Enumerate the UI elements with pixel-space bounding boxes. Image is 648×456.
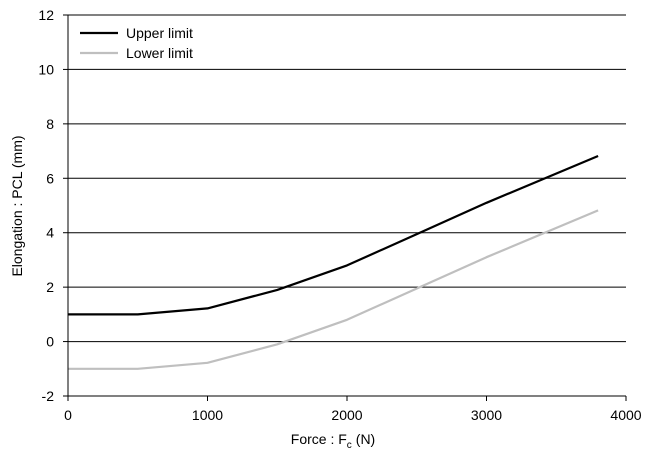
y-tick-label-2: 2 — [46, 279, 54, 295]
y-tick-label-12: 12 — [38, 7, 54, 23]
y-tick-label-8: 8 — [46, 116, 54, 132]
y-tick-label-6: 6 — [46, 170, 54, 186]
series-line-lower-limit — [68, 209, 599, 370]
x-tick-label-2000: 2000 — [331, 407, 362, 423]
y-tick-label-10: 10 — [38, 61, 54, 77]
x-tick-label-0: 0 — [64, 407, 72, 423]
y-tick-label-0: 0 — [46, 334, 54, 350]
y-tick-label--2: -2 — [42, 388, 55, 404]
horizontal-gridlines — [68, 14, 626, 343]
legend: Upper limit Lower limit — [80, 25, 193, 61]
legend-label-lower-limit: Lower limit — [126, 45, 193, 61]
series-lines — [68, 154, 599, 370]
x-tick-labels: 0 1000 2000 3000 4000 — [64, 407, 642, 423]
legend-label-upper-limit: Upper limit — [126, 25, 193, 41]
x-axis-title-subscript: c — [347, 440, 352, 451]
axes — [63, 14, 627, 401]
x-tick-label-3000: 3000 — [471, 407, 502, 423]
x-tick-label-4000: 4000 — [610, 407, 641, 423]
y-tick-labels: -2 0 2 4 6 8 10 12 — [38, 7, 54, 404]
y-axis-title: Elongation : PCL (mm) — [9, 135, 25, 276]
x-tick-label-1000: 1000 — [192, 407, 223, 423]
x-axis-title-main: Force : F — [291, 431, 347, 447]
series-line-upper-limit — [68, 154, 599, 316]
x-axis-title: Force : Fc (N) — [291, 431, 375, 451]
y-tick-label-4: 4 — [46, 225, 54, 241]
x-axis-title-unit: (N) — [356, 431, 375, 447]
